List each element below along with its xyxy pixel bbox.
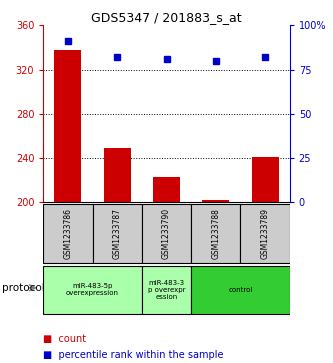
Bar bbox=[240, 204, 290, 264]
Bar bbox=[93, 204, 142, 264]
Bar bbox=[153, 176, 180, 202]
Bar bbox=[43, 204, 93, 264]
Text: GSM1233788: GSM1233788 bbox=[211, 208, 220, 259]
Text: GSM1233789: GSM1233789 bbox=[260, 208, 270, 259]
Bar bbox=[43, 266, 142, 314]
Text: GSM1233786: GSM1233786 bbox=[63, 208, 73, 259]
Text: miR-483-5p
overexpression: miR-483-5p overexpression bbox=[66, 283, 119, 296]
Bar bbox=[191, 204, 240, 264]
Text: ■  count: ■ count bbox=[43, 334, 87, 344]
Text: control: control bbox=[228, 287, 253, 293]
Bar bbox=[54, 50, 82, 202]
Text: protocol: protocol bbox=[2, 283, 44, 293]
Text: miR-483-3
p overexpr
ession: miR-483-3 p overexpr ession bbox=[148, 280, 185, 299]
Bar bbox=[104, 148, 131, 202]
Bar bbox=[142, 266, 191, 314]
Text: GSM1233790: GSM1233790 bbox=[162, 208, 171, 260]
Title: GDS5347 / 201883_s_at: GDS5347 / 201883_s_at bbox=[91, 11, 242, 24]
Text: ■  percentile rank within the sample: ■ percentile rank within the sample bbox=[43, 350, 224, 360]
Bar bbox=[142, 204, 191, 264]
Bar bbox=[251, 157, 279, 202]
Text: GSM1233787: GSM1233787 bbox=[113, 208, 122, 259]
Bar bbox=[202, 200, 229, 202]
Bar bbox=[191, 266, 290, 314]
